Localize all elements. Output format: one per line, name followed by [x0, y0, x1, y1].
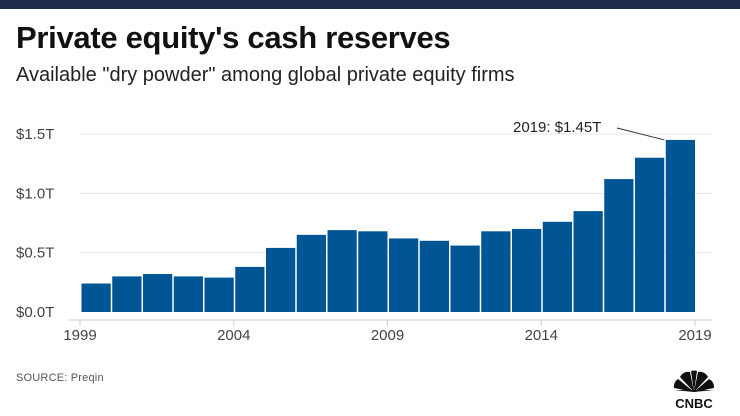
bar-2012 — [450, 245, 480, 312]
y-axis-ticks: $0.0T $0.5T $1.0T $1.5T — [16, 126, 54, 321]
y-tick-label: $0.0T — [16, 304, 54, 321]
bar-2016 — [573, 211, 603, 312]
y-tick-label: $0.5T — [16, 245, 54, 262]
bar-2009 — [358, 231, 388, 312]
x-tick-label: 2019 — [678, 327, 711, 344]
bar-2000 — [81, 283, 111, 312]
peacock-icon — [673, 370, 715, 392]
x-tick-label: 2004 — [217, 327, 250, 344]
bar-2017 — [604, 179, 634, 312]
x-axis-ticks: 1999 2004 2009 2014 2019 — [63, 320, 712, 344]
bar-2013 — [481, 231, 511, 312]
chart-title: Private equity's cash reserves — [16, 20, 451, 55]
bar-2010 — [389, 238, 419, 312]
annotation-leader-line — [616, 127, 665, 141]
top-accent-bar — [0, 0, 740, 9]
bar-2005 — [235, 266, 265, 312]
bar-2007 — [296, 234, 326, 312]
bar-2008 — [327, 230, 357, 312]
bar-2019 — [665, 139, 695, 312]
cnbc-logo-text: CNBC — [675, 396, 713, 411]
source-note: SOURCE: Preqin — [16, 372, 104, 384]
annotation-label: 2019: $1.45T — [513, 119, 601, 136]
bar-2011 — [419, 240, 449, 312]
bar-2014 — [512, 228, 542, 312]
x-tick-label: 2014 — [525, 327, 558, 344]
bar-2001 — [112, 276, 142, 312]
bars — [81, 139, 695, 312]
bar-2004 — [204, 277, 234, 312]
chart-subtitle: Available "dry powder" among global priv… — [16, 64, 515, 86]
y-tick-label: $1.0T — [16, 185, 54, 202]
bar-2018 — [635, 157, 665, 312]
bar-2003 — [173, 276, 203, 312]
x-tick-label: 1999 — [63, 327, 96, 344]
cnbc-logo: CNBC — [673, 370, 715, 411]
x-tick-label: 2009 — [371, 327, 404, 344]
y-tick-label: $1.5T — [16, 126, 54, 143]
bar-2002 — [143, 274, 173, 312]
bar-2006 — [266, 247, 296, 312]
bar-2015 — [542, 221, 572, 312]
annotation: 2019: $1.45T — [513, 119, 665, 141]
